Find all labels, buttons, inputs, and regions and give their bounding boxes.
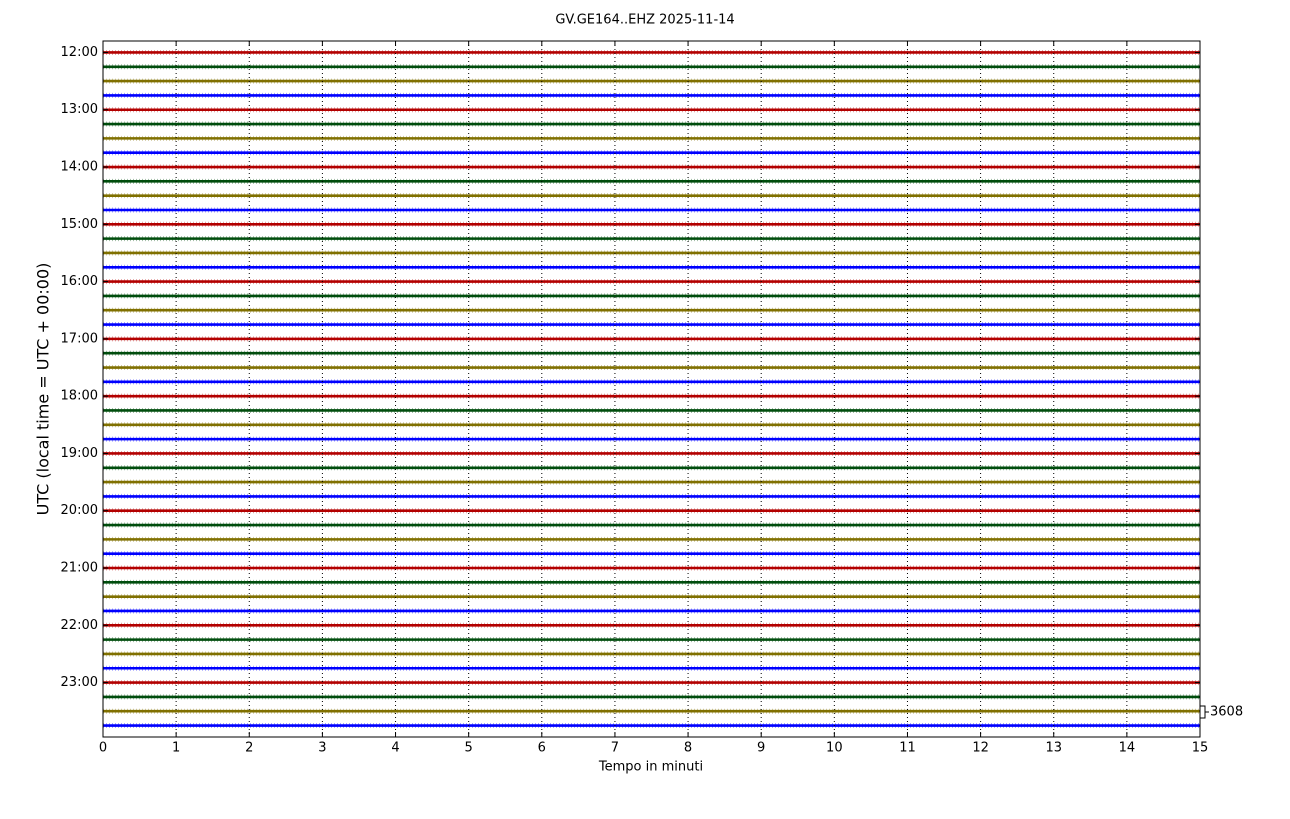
y-tick-label: 17:00 bbox=[61, 331, 98, 346]
y-tick-label: 16:00 bbox=[61, 274, 98, 289]
y-axis-label: UTC (local time = UTC + 00:00) bbox=[34, 263, 53, 516]
y-tick-label: 22:00 bbox=[61, 618, 98, 633]
chart-title: GV.GE164..EHZ 2025-11-14 bbox=[555, 13, 734, 28]
scale-label: 3608 bbox=[1210, 705, 1243, 720]
y-tick-label: 18:00 bbox=[61, 389, 98, 404]
y-tick-label: 13:00 bbox=[61, 102, 98, 117]
x-tick-label: 11 bbox=[899, 741, 916, 756]
x-tick-label: 0 bbox=[99, 741, 107, 756]
plot-frame bbox=[102, 40, 1201, 738]
y-tick-label: 21:00 bbox=[61, 561, 98, 576]
y-tick-label: 20:00 bbox=[61, 503, 98, 518]
x-tick-label: 5 bbox=[465, 741, 473, 756]
x-tick-label: 14 bbox=[1119, 741, 1136, 756]
x-tick-label: 8 bbox=[684, 741, 692, 756]
x-tick-label: 3 bbox=[318, 741, 326, 756]
x-tick-label: 6 bbox=[538, 741, 546, 756]
y-tick-label: 23:00 bbox=[61, 675, 98, 690]
x-tick-label: 13 bbox=[1045, 741, 1062, 756]
x-axis-label: Tempo in minuti bbox=[598, 760, 703, 775]
y-tick-label: 19:00 bbox=[61, 446, 98, 461]
x-tick-label: 4 bbox=[391, 741, 399, 756]
y-tick-label: 14:00 bbox=[61, 160, 98, 175]
x-tick-label: 9 bbox=[757, 741, 765, 756]
y-tick-label: 15:00 bbox=[61, 217, 98, 232]
scale-bar bbox=[1199, 705, 1206, 719]
x-tick-label: 10 bbox=[826, 741, 843, 756]
x-tick-label: 1 bbox=[172, 741, 180, 756]
x-tick-label: 12 bbox=[972, 741, 989, 756]
x-tick-label: 15 bbox=[1192, 741, 1209, 756]
x-tick-label: 7 bbox=[611, 741, 619, 756]
y-tick-label: 12:00 bbox=[61, 45, 98, 60]
x-tick-label: 2 bbox=[245, 741, 253, 756]
